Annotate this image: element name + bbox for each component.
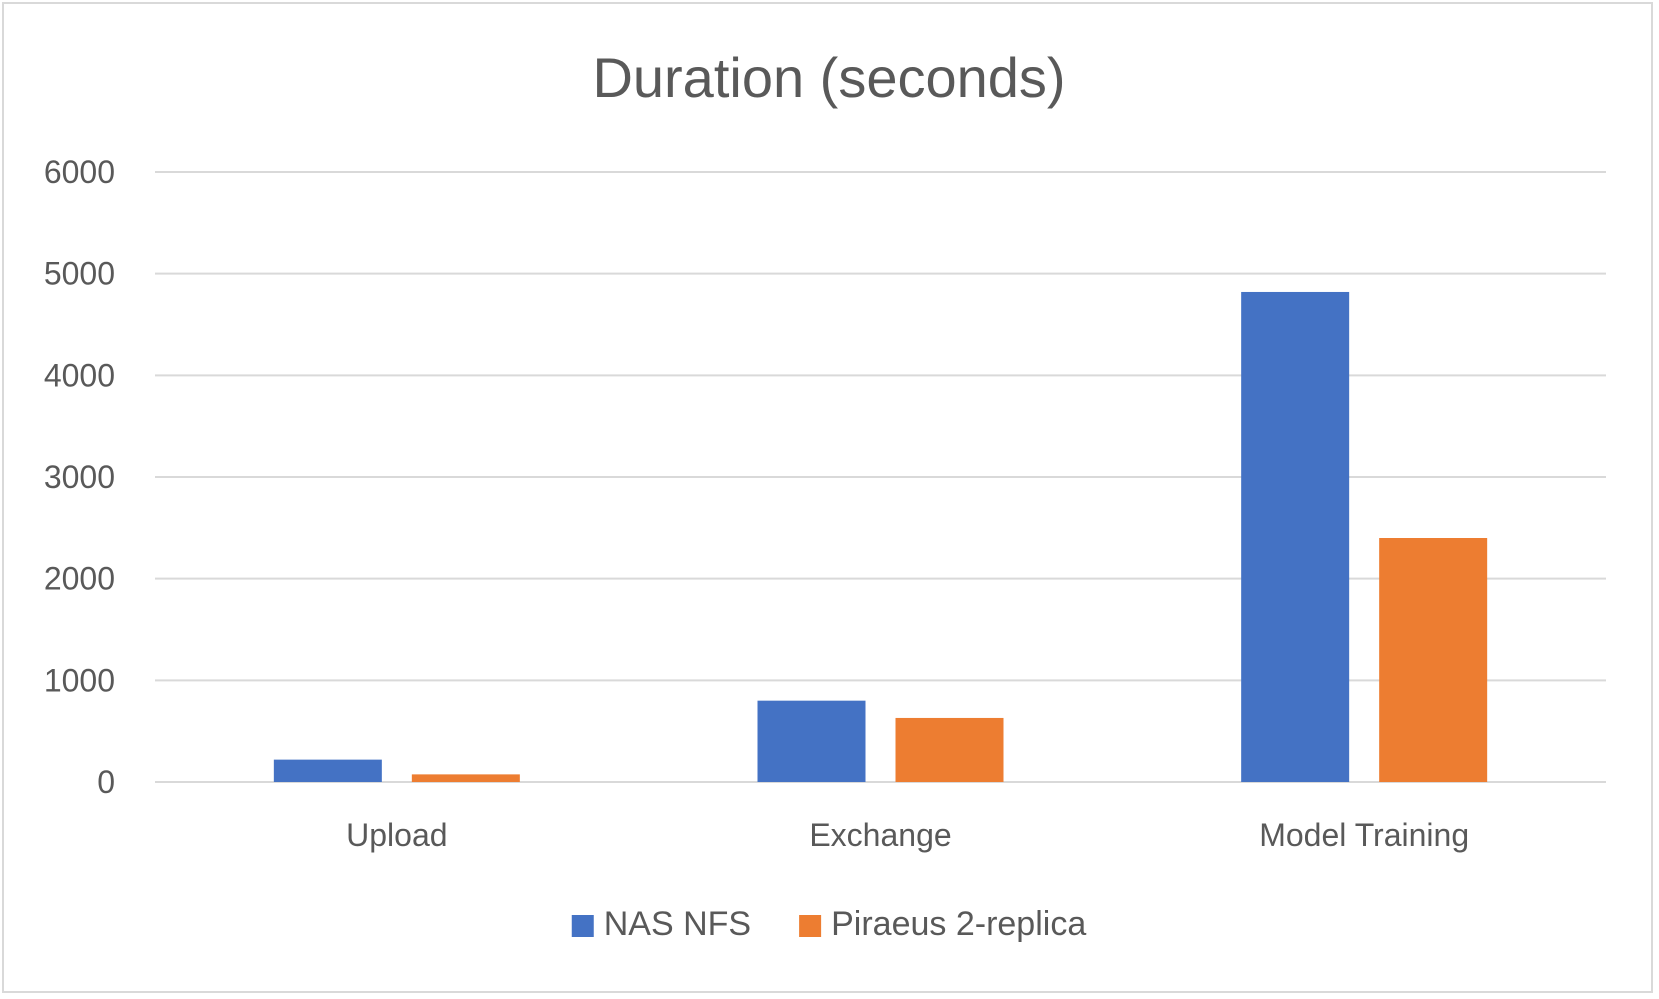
y-tick-label: 2000 <box>44 561 115 597</box>
y-axis-ticks: 0 1000 2000 3000 4000 5000 6000 <box>44 154 115 800</box>
x-category-label: Upload <box>346 817 447 853</box>
bar-nas-nfs-exchange <box>757 700 866 782</box>
y-tick-label: 1000 <box>44 662 115 698</box>
legend: NAS NFS Piraeus 2-replica <box>571 905 1086 943</box>
y-tick-label: 3000 <box>44 459 115 495</box>
legend-swatch <box>799 915 822 937</box>
bar-nas-nfs-model-training <box>1241 291 1350 782</box>
y-tick-label: 0 <box>97 764 115 800</box>
bar-piraeus-2-replica-model-training <box>1379 538 1488 782</box>
legend-swatch <box>571 915 594 937</box>
bar-piraeus-2-replica-exchange <box>895 717 1004 782</box>
y-tick-label: 5000 <box>44 256 115 292</box>
x-axis-labels: Upload Exchange Model Training <box>346 817 1469 853</box>
legend-label: NAS NFS <box>604 905 751 943</box>
bar-piraeus-2-replica-upload <box>411 774 520 782</box>
chart-title: Duration (seconds) <box>592 46 1065 109</box>
x-category-label: Model Training <box>1259 817 1469 853</box>
legend-label: Piraeus 2-replica <box>831 905 1086 943</box>
gridlines <box>155 171 1606 783</box>
bar-nas-nfs-upload <box>273 759 382 782</box>
y-tick-label: 6000 <box>44 154 115 190</box>
y-tick-label: 4000 <box>44 357 115 393</box>
x-category-label: Exchange <box>809 817 951 853</box>
bars <box>273 291 1488 782</box>
